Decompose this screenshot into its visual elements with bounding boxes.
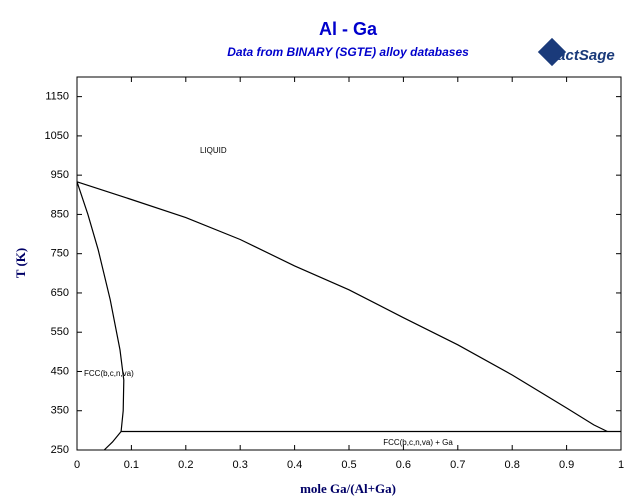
phase-boundary (76, 181, 608, 433)
y-tick-label: 250 (51, 444, 69, 456)
logo: FactSage (537, 37, 615, 67)
x-tick-label: 0.8 (505, 459, 520, 471)
y-axis-label: T (K) (13, 248, 28, 278)
y-tick-label: 850 (51, 208, 69, 220)
logo-mark (537, 37, 567, 67)
y-tick-label: 750 (51, 248, 69, 260)
phase-boundary (76, 181, 125, 432)
phase-boundary (103, 431, 122, 451)
x-tick-label: 0.4 (287, 459, 302, 471)
x-tick-label: 1 (618, 459, 624, 471)
y-tick-label: 1050 (45, 130, 69, 142)
x-tick-label: 0 (74, 459, 80, 471)
y-tick-label: 650 (51, 287, 69, 299)
x-tick-label: 0.7 (450, 459, 465, 471)
x-tick-label: 0.9 (559, 459, 574, 471)
y-tick-label: 950 (51, 169, 69, 181)
y-tick-label: 350 (51, 405, 69, 417)
y-tick-label: 1150 (45, 91, 69, 103)
x-tick-label: 0.1 (124, 459, 139, 471)
y-tick-label: 450 (51, 365, 69, 377)
x-axis-label: mole Ga/(Al+Ga) (300, 481, 396, 496)
chart-subtitle: Data from BINARY (SGTE) alloy databases (227, 45, 469, 59)
x-tick-label: 0.2 (178, 459, 193, 471)
x-tick-label: 0.6 (396, 459, 411, 471)
x-tick-label: 0.5 (341, 459, 356, 471)
region-label: FCC(b,c,n,va) (84, 369, 134, 378)
x-tick-label: 0.3 (233, 459, 248, 471)
chart-title: Al - Ga (319, 19, 378, 39)
y-tick-label: 550 (51, 326, 69, 338)
region-label: LIQUID (200, 146, 227, 155)
plot-frame (76, 76, 622, 451)
region-label: FCC(b,c,n,va) + Ga (383, 438, 453, 447)
logo-text: FactSage (548, 47, 615, 64)
